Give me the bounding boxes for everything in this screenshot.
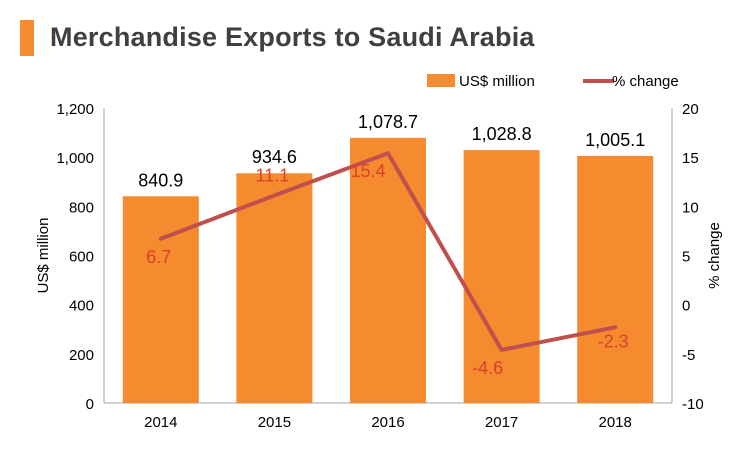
bar-value-label: 934.6 [252, 147, 297, 167]
x-tick-label: 2018 [599, 414, 632, 431]
bar [577, 155, 654, 403]
y-tick-label-left: 800 [69, 199, 94, 216]
y-tick-label-right: 15 [682, 150, 699, 167]
line-value-label: 11.1 [256, 166, 290, 186]
title-accent-bar [20, 20, 34, 56]
line-value-label: -2.3 [598, 331, 629, 351]
y-tick-label-left: 0 [86, 396, 94, 413]
y-tick-label-left: 400 [69, 298, 94, 315]
chart-title: Merchandise Exports to Saudi Arabia [50, 22, 535, 52]
y-tick-label-right: 5 [682, 249, 690, 266]
line-value-label: 6.7 [146, 247, 171, 267]
x-tick-label: 2014 [144, 414, 177, 431]
y-tick-label-left: 200 [69, 347, 94, 364]
bar-value-label: 1,078.7 [358, 112, 418, 132]
y-tick-label-left: 1,000 [56, 150, 94, 167]
line-value-label: 15.4 [350, 161, 385, 181]
y-tick-label-right: 0 [682, 298, 690, 315]
bar [463, 150, 540, 403]
y-tick-label-right: -10 [682, 396, 704, 413]
legend-bar-swatch [427, 74, 455, 87]
legend-bar-label: US$ million [459, 73, 535, 90]
y-tick-label-right: 10 [682, 199, 699, 216]
y-tick-label-right: -5 [682, 347, 695, 364]
legend-line-label: % change [612, 73, 679, 90]
y-tick-label-right: 20 [682, 101, 699, 118]
line-value-label: -4.6 [472, 358, 503, 378]
y-tick-label-left: 1,200 [56, 101, 94, 118]
y-axis-title-right: % change [706, 222, 723, 289]
y-axis-title-left: US$ million [35, 218, 52, 294]
y-tick-label-left: 600 [69, 249, 94, 266]
x-tick-label: 2015 [258, 414, 291, 431]
bar-value-label: 1,005.1 [585, 130, 645, 150]
percent-change-line [158, 151, 618, 352]
x-tick-label: 2016 [371, 414, 404, 431]
bar-value-label: 840.9 [138, 170, 183, 190]
bar-value-label: 1,028.8 [472, 124, 532, 144]
bar [350, 137, 426, 403]
x-tick-label: 2017 [485, 414, 518, 431]
bar [236, 173, 313, 403]
